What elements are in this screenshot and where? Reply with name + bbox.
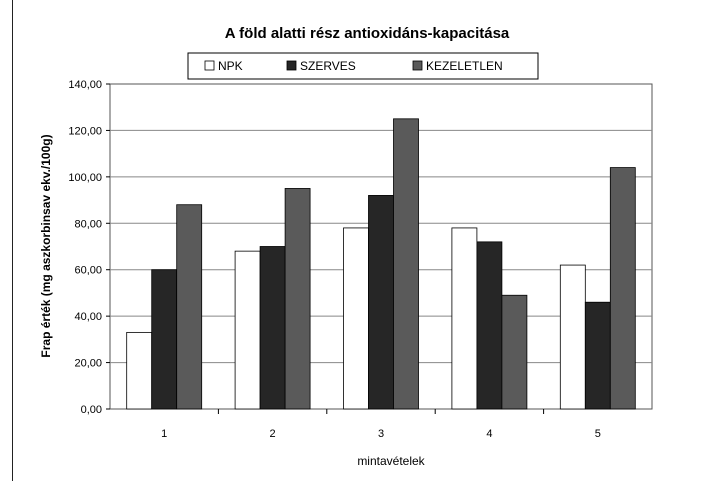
legend-label-kezeletlen: KEZELETLEN [426, 59, 503, 73]
bar-szerves-2 [259, 246, 286, 410]
legend-swatch-kezeletlen [412, 60, 423, 71]
bar-szerves-5 [584, 301, 611, 410]
x-axis-label: mintavételek [357, 454, 425, 468]
legend-swatch-npk [204, 60, 215, 71]
x-tick-label: 1 [161, 428, 167, 440]
bar-kezeletlen-3 [393, 118, 419, 410]
y-tick-label: 80,00 [74, 218, 102, 230]
legend: NPK SZERVES KEZELETLEN [187, 52, 539, 80]
bar-npk-1 [126, 331, 153, 410]
bar-npk-5 [559, 264, 586, 410]
bar-kezeletlen-5 [609, 167, 636, 410]
chart-title: A föld alatti rész antioxidáns-kapacitás… [225, 25, 510, 42]
plot-area [109, 83, 653, 410]
bar-kezeletlen-2 [284, 188, 311, 410]
y-tick-label: 100,00 [68, 172, 102, 184]
bar-kezeletlen-1 [176, 204, 203, 410]
legend-box [187, 52, 539, 80]
x-tick-label: 4 [486, 428, 492, 440]
x-tick-label: 2 [270, 428, 276, 440]
x-tick-label: 3 [378, 428, 384, 440]
y-tick-label: 0,00 [81, 404, 102, 416]
y-tick-label: 20,00 [74, 358, 102, 370]
page-left-border [12, 0, 13, 481]
y-tick-label: 140,00 [68, 79, 102, 91]
bar-szerves-1 [151, 269, 178, 410]
x-tick-label: 5 [595, 428, 601, 440]
y-tick-label: 120,00 [68, 125, 102, 137]
y-tick-label: 60,00 [74, 265, 102, 277]
bar-npk-3 [343, 227, 369, 410]
bar-npk-2 [234, 250, 261, 410]
bar-szerves-4 [476, 241, 503, 410]
y-tick-label: 40,00 [74, 311, 102, 323]
bar-szerves-3 [368, 195, 394, 410]
legend-label-szerves: SZERVES [300, 59, 356, 73]
bar-npk-4 [451, 227, 478, 410]
bar-kezeletlen-4 [501, 294, 528, 410]
legend-label-npk: NPK [218, 59, 243, 73]
y-axis-label: Frap érték (mg aszkorbinsav ekv./100g) [39, 134, 53, 357]
legend-swatch-szerves [286, 60, 297, 71]
